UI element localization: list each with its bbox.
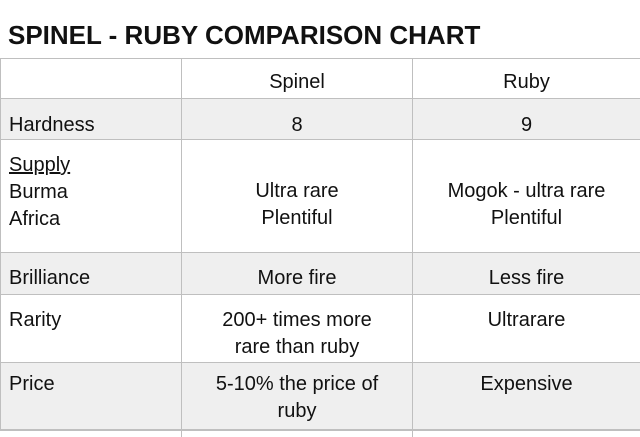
brilliance-ruby: Less fire [413, 253, 640, 295]
row-label-rarity: Rarity [1, 295, 182, 363]
header-blank-cell [1, 59, 182, 99]
price-spinel-line-1: 5-10% the price of [182, 371, 412, 398]
comparison-table: Spinel Ruby Hardness 8 9 Supply Burma Af… [0, 58, 640, 431]
rarity-spinel-line-2: rare than ruby [182, 334, 412, 361]
row-label-brilliance: Brilliance [1, 253, 182, 295]
price-spinel-cell: 5-10% the price of ruby [182, 363, 413, 431]
header-ruby: Ruby [413, 59, 640, 99]
price-spinel-line-2: ruby [182, 398, 412, 425]
supply-ruby-africa: Plentiful [413, 205, 640, 232]
row-label-supply-cell: Supply Burma Africa [1, 140, 182, 253]
supply-ruby-burma: Mogok - ultra rare [413, 178, 640, 205]
brilliance-spinel: More fire [182, 253, 413, 295]
supply-spinel-burma: Ultra rare [182, 178, 412, 205]
table-row-supply: Supply Burma Africa Ultra rare Plentiful… [1, 140, 640, 253]
supply-spinel-africa: Plentiful [182, 205, 412, 232]
rarity-spinel-cell: 200+ times more rare than ruby [182, 295, 413, 363]
table-row-brilliance: Brilliance More fire Less fire [1, 253, 640, 295]
table-header-row: Spinel Ruby [1, 59, 640, 99]
table-row-hardness: Hardness 8 9 [1, 99, 640, 140]
header-spinel: Spinel [182, 59, 413, 99]
row-label-price: Price [1, 363, 182, 431]
page-title: SPINEL - RUBY COMPARISON CHART [8, 20, 480, 51]
row-label-hardness: Hardness [1, 99, 182, 140]
rarity-spinel-line-1: 200+ times more [182, 307, 412, 334]
supply-sublabel-burma: Burma [9, 179, 181, 206]
table-row-price: Price 5-10% the price of ruby Expensive [1, 363, 640, 431]
supply-spinel-cell: Ultra rare Plentiful [182, 140, 413, 253]
table-tail-row [0, 429, 640, 436]
supply-sublabel-africa: Africa [9, 206, 181, 233]
hardness-spinel: 8 [182, 99, 413, 140]
price-ruby: Expensive [413, 363, 640, 431]
rarity-ruby: Ultrarare [413, 295, 640, 363]
row-label-supply: Supply [9, 152, 181, 179]
table-row-rarity: Rarity 200+ times more rare than ruby Ul… [1, 295, 640, 363]
hardness-ruby: 9 [413, 99, 640, 140]
supply-ruby-cell: Mogok - ultra rare Plentiful [413, 140, 640, 253]
